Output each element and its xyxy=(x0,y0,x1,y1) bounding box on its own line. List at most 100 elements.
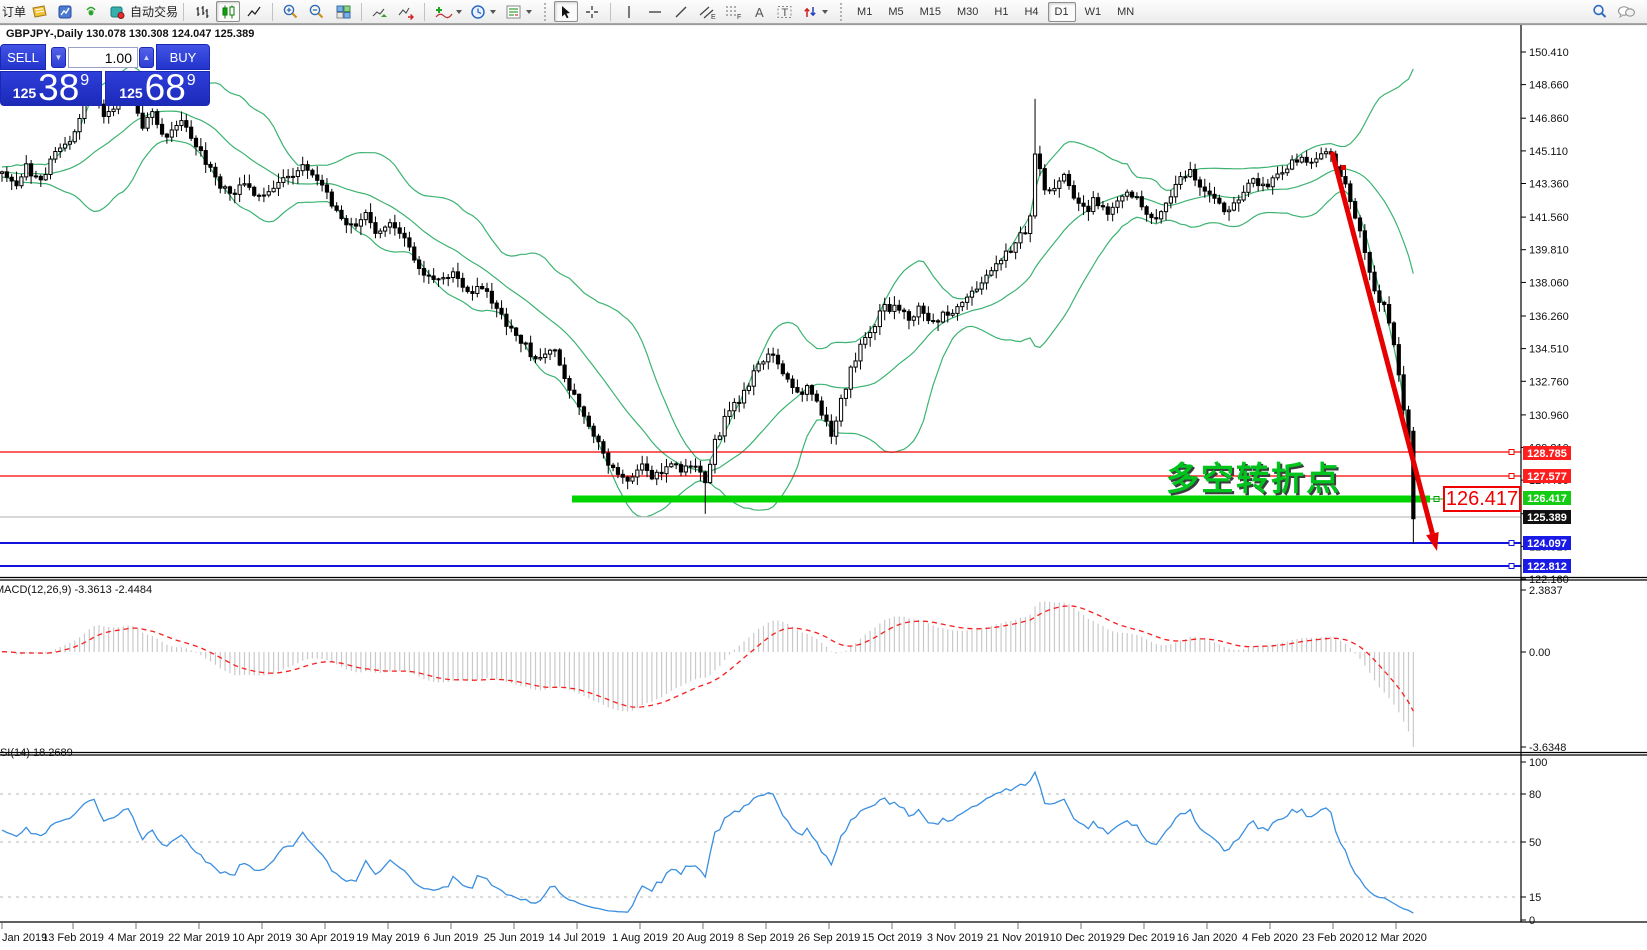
rsi-indicator-label: RSI(14) 18.2689 xyxy=(0,747,73,759)
svg-text:141.560: 141.560 xyxy=(1529,212,1569,224)
search-icon[interactable] xyxy=(1588,1,1612,22)
templates-icon[interactable] xyxy=(501,1,535,22)
vertical-line-icon[interactable] xyxy=(617,1,641,22)
separator xyxy=(610,2,612,21)
text-label-icon[interactable]: T xyxy=(773,1,797,22)
arrows-icon[interactable] xyxy=(799,1,831,22)
svg-text:Jan 2019: Jan 2019 xyxy=(2,932,47,944)
svg-text:10 Apr 2019: 10 Apr 2019 xyxy=(232,932,291,944)
equidistant-channel-icon[interactable]: E xyxy=(695,1,719,22)
text-icon[interactable]: A xyxy=(747,1,771,22)
dropdown-caret xyxy=(525,9,532,14)
autotrading-icon[interactable] xyxy=(105,1,129,22)
svg-text:122.160: 122.160 xyxy=(1529,574,1569,586)
drawn-annotations[interactable] xyxy=(1329,151,1439,551)
zoom-in-icon[interactable] xyxy=(279,1,303,22)
timeframe-m1[interactable]: M1 xyxy=(857,5,873,18)
svg-text:126.417: 126.417 xyxy=(1527,493,1567,505)
periods-clock-icon[interactable] xyxy=(467,1,499,22)
svg-text:132.760: 132.760 xyxy=(1529,376,1569,388)
ask-price[interactable]: 125 68 9 xyxy=(105,69,210,106)
svg-text:139.810: 139.810 xyxy=(1529,245,1569,257)
svg-text:29 Dec 2019: 29 Dec 2019 xyxy=(1113,932,1175,944)
separator xyxy=(424,2,426,21)
svg-text:2.3837: 2.3837 xyxy=(1529,585,1563,597)
crosshair-icon[interactable] xyxy=(580,1,604,22)
svg-text:25 Jun 2019: 25 Jun 2019 xyxy=(484,932,545,944)
timeframe-mn[interactable]: MN xyxy=(1117,5,1135,18)
svg-text:19 May 2019: 19 May 2019 xyxy=(356,932,420,944)
price-axis[interactable]: 150.410 148.660 146.860 145.110 143.360 141.5… xyxy=(0,23,1647,928)
timeframe-d1[interactable]: D1 xyxy=(1047,1,1076,22)
report-icon[interactable] xyxy=(53,1,77,22)
bollinger-bands xyxy=(1,65,1414,518)
line-chart-icon[interactable] xyxy=(242,1,266,22)
volume-increase-button[interactable]: ▲ xyxy=(139,47,154,68)
timeframe-h4[interactable]: H4 xyxy=(1024,5,1039,18)
axis-grid xyxy=(0,793,1521,898)
history-center-icon[interactable] xyxy=(27,1,51,22)
timeframe-m5[interactable]: M5 xyxy=(888,5,904,18)
volume-input[interactable]: 1.00 xyxy=(68,47,138,68)
svg-text:124.097: 124.097 xyxy=(1527,538,1567,550)
ask-pip: 9 xyxy=(186,72,196,89)
sell-button[interactable]: SELL xyxy=(0,44,46,70)
trendline-icon[interactable] xyxy=(669,1,693,22)
price-callout-box[interactable]: 126.417 xyxy=(1443,486,1521,512)
bb-upper xyxy=(1,65,1414,461)
candles xyxy=(0,73,1416,544)
candlestick-chart-icon[interactable] xyxy=(216,1,241,22)
dropdown-caret xyxy=(822,9,829,14)
fibonacci-icon[interactable]: F xyxy=(721,1,745,22)
bid-price[interactable]: 125 38 9 xyxy=(0,69,102,106)
zoom-out-icon[interactable] xyxy=(305,1,329,22)
price-tag xyxy=(1523,559,1571,573)
support-band[interactable] xyxy=(572,495,1430,503)
line-objects[interactable] xyxy=(0,449,1521,569)
new-order-button[interactable]: 订单 xyxy=(2,5,27,19)
price-tag xyxy=(1523,446,1571,460)
signal-icon[interactable] xyxy=(79,1,103,22)
one-click-trading-panel: SELL ▼ 1.00 ▲ BUY 125 38 9 125 68 9 xyxy=(0,44,210,106)
svg-text:15: 15 xyxy=(1529,892,1541,904)
bid-prefix: 125 xyxy=(12,85,37,101)
svg-text:150.410: 150.410 xyxy=(1529,47,1569,59)
toolbar-grip xyxy=(544,2,547,21)
svg-text:20 Aug 2019: 20 Aug 2019 xyxy=(672,932,734,944)
rsi-line xyxy=(1,770,1414,914)
svg-text:130.960: 130.960 xyxy=(1529,410,1569,422)
chart-shift-icon[interactable] xyxy=(394,1,418,22)
svg-text:145.110: 145.110 xyxy=(1529,146,1568,158)
chat-icon[interactable] xyxy=(1614,1,1638,22)
crash-arrow[interactable] xyxy=(1329,151,1435,535)
horizontal-line-icon[interactable] xyxy=(643,1,667,22)
dropdown-caret xyxy=(456,9,463,14)
turning-point-annotation[interactable]: 多空转折点 xyxy=(1166,460,1341,497)
timeframe-w1[interactable]: W1 xyxy=(1084,5,1102,18)
bar-chart-icon[interactable] xyxy=(190,1,214,22)
svg-text:T: T xyxy=(782,7,789,19)
svg-text:127.577: 127.577 xyxy=(1527,471,1567,483)
svg-text:4 Mar 2019: 4 Mar 2019 xyxy=(108,932,164,944)
buy-button[interactable]: BUY xyxy=(156,44,210,70)
svg-text:8 Sep 2019: 8 Sep 2019 xyxy=(738,932,794,944)
autotrading-label[interactable]: 自动交易 xyxy=(130,5,179,19)
svg-text:4 Feb 2020: 4 Feb 2020 xyxy=(1242,932,1298,944)
timeframe-m30[interactable]: M30 xyxy=(957,5,979,18)
tile-windows-icon[interactable] xyxy=(331,1,355,22)
timeframe-h1[interactable]: H1 xyxy=(994,5,1009,18)
svg-text:125.389: 125.389 xyxy=(1527,512,1567,524)
main-toolbar: 订单 自动交易 E F A T M1 M5 M15 M30 H1 H4 D1 W1 MN xyxy=(0,0,1647,24)
svg-text:6 Jun 2019: 6 Jun 2019 xyxy=(424,932,478,944)
price-tag xyxy=(1523,491,1571,505)
auto-scroll-icon[interactable] xyxy=(368,1,392,22)
svg-text:1 Aug 2019: 1 Aug 2019 xyxy=(612,932,668,944)
volume-decrease-button[interactable]: ▼ xyxy=(51,47,66,68)
indicators-icon[interactable] xyxy=(431,1,465,22)
cursor-icon[interactable] xyxy=(554,1,579,22)
timeframe-m15[interactable]: M15 xyxy=(919,5,941,18)
svg-text:-3.6348: -3.6348 xyxy=(1529,742,1566,754)
svg-text:E: E xyxy=(711,14,716,20)
